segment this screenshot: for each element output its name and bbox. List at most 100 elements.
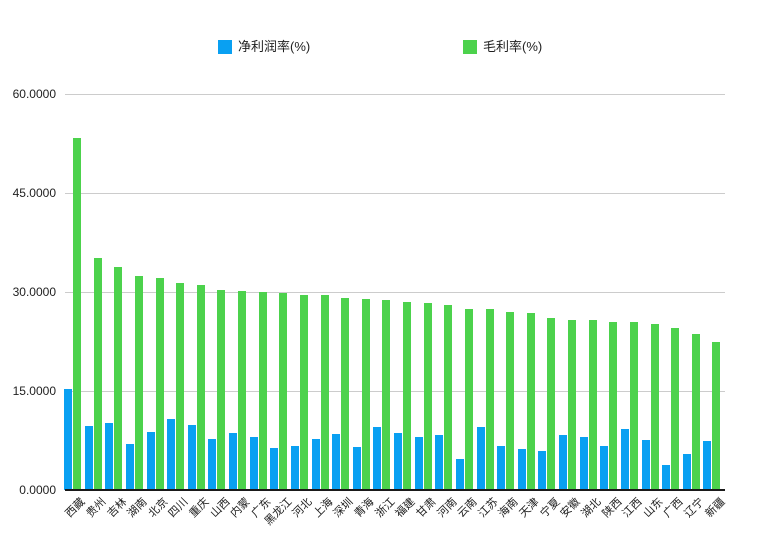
x-axis-category-label: 江西 bbox=[620, 496, 645, 521]
net-profit-margin-bar bbox=[250, 437, 258, 490]
legend-item-net-profit-margin[interactable]: 净利润率(%) bbox=[218, 40, 310, 54]
gross-margin-bar bbox=[403, 302, 411, 490]
gross-margin-bar bbox=[382, 300, 390, 490]
gross-margin-bar bbox=[259, 292, 267, 490]
x-axis-category-label: 云南 bbox=[455, 496, 480, 521]
x-axis-category-label: 青海 bbox=[352, 496, 377, 521]
x-axis-category-label: 山东 bbox=[641, 496, 666, 521]
x-axis-category-label: 北京 bbox=[146, 496, 171, 521]
legend-label-gross-margin: 毛利率(%) bbox=[483, 39, 543, 54]
net-profit-margin-swatch bbox=[218, 40, 232, 54]
gross-margin-bar bbox=[651, 324, 659, 490]
x-axis-category-label: 新疆 bbox=[703, 496, 728, 521]
gross-margin-bar bbox=[114, 267, 122, 490]
gridline bbox=[65, 292, 725, 293]
gross-margin-bar bbox=[692, 334, 700, 490]
net-profit-margin-bar bbox=[373, 427, 381, 490]
net-profit-margin-bar bbox=[662, 465, 670, 490]
x-axis-category-label: 河南 bbox=[435, 496, 460, 521]
legend-item-gross-margin[interactable]: 毛利率(%) bbox=[463, 40, 542, 54]
gross-margin-bar bbox=[671, 328, 679, 490]
net-profit-margin-bar bbox=[580, 437, 588, 490]
net-profit-margin-bar bbox=[64, 389, 72, 490]
net-profit-margin-bar bbox=[497, 446, 505, 490]
gross-margin-bar bbox=[321, 295, 329, 490]
x-axis-category-label: 河北 bbox=[290, 496, 315, 521]
net-profit-margin-bar bbox=[600, 446, 608, 490]
x-axis-category-label: 重庆 bbox=[187, 496, 212, 521]
x-axis-category-label: 安徽 bbox=[558, 496, 583, 521]
net-profit-margin-bar bbox=[291, 446, 299, 490]
gross-margin-bar bbox=[94, 258, 102, 490]
net-profit-margin-bar bbox=[270, 448, 278, 490]
net-profit-margin-bar bbox=[105, 423, 113, 490]
net-profit-margin-bar bbox=[332, 434, 340, 490]
gross-margin-bar bbox=[568, 320, 576, 490]
y-axis-tick-label: 45.0000 bbox=[12, 186, 56, 200]
net-profit-margin-bar bbox=[518, 449, 526, 490]
y-axis-tick-label: 30.0000 bbox=[12, 285, 56, 299]
net-profit-margin-bar bbox=[167, 419, 175, 490]
x-axis-category-label: 浙江 bbox=[373, 496, 398, 521]
net-profit-margin-bar bbox=[394, 433, 402, 490]
gross-margin-swatch bbox=[463, 40, 477, 54]
gross-margin-bar bbox=[424, 303, 432, 490]
gross-margin-bar bbox=[217, 290, 225, 490]
x-axis-category-label: 贵州 bbox=[84, 496, 109, 521]
x-axis-category-label: 上海 bbox=[311, 496, 336, 521]
net-profit-margin-bar bbox=[435, 435, 443, 490]
net-profit-margin-bar bbox=[456, 459, 464, 490]
x-axis-line bbox=[65, 489, 725, 491]
net-profit-margin-bar bbox=[683, 454, 691, 490]
gross-margin-bar bbox=[176, 283, 184, 490]
net-profit-margin-bar bbox=[229, 433, 237, 490]
gross-margin-bar bbox=[135, 276, 143, 490]
gross-margin-bar bbox=[527, 313, 535, 490]
x-axis-category-label: 陕西 bbox=[600, 496, 625, 521]
y-axis-tick-label: 15.0000 bbox=[12, 384, 56, 398]
gross-margin-bar bbox=[279, 293, 287, 490]
net-profit-margin-bar bbox=[126, 444, 134, 490]
y-axis-tick-label: 60.0000 bbox=[12, 87, 56, 101]
gross-margin-bar bbox=[444, 305, 452, 490]
net-profit-margin-bar bbox=[642, 440, 650, 490]
gross-margin-bar bbox=[547, 318, 555, 490]
net-profit-margin-bar bbox=[188, 425, 196, 490]
gross-margin-bar bbox=[486, 309, 494, 490]
gross-margin-bar bbox=[609, 322, 617, 490]
x-axis-category-label: 吉林 bbox=[105, 496, 130, 521]
gross-margin-bar bbox=[238, 291, 246, 490]
x-axis-category-label: 海南 bbox=[496, 496, 521, 521]
x-axis-category-label: 福建 bbox=[393, 496, 418, 521]
net-profit-margin-bar bbox=[415, 437, 423, 490]
gridline bbox=[65, 94, 725, 95]
x-axis-category-label: 辽宁 bbox=[682, 496, 707, 521]
net-profit-margin-bar bbox=[703, 441, 711, 490]
gross-margin-bar bbox=[362, 299, 370, 490]
x-axis-category-label: 内蒙 bbox=[228, 496, 253, 521]
x-axis-category-label: 广西 bbox=[661, 496, 686, 521]
x-axis-category-label: 甘肃 bbox=[414, 496, 439, 521]
gross-margin-bar bbox=[73, 138, 81, 490]
net-profit-margin-bar bbox=[477, 427, 485, 490]
x-axis-category-label: 江苏 bbox=[476, 496, 501, 521]
net-profit-margin-bar bbox=[559, 435, 567, 490]
net-profit-margin-bar bbox=[147, 432, 155, 490]
gross-margin-bar bbox=[156, 278, 164, 490]
net-profit-margin-bar bbox=[538, 451, 546, 490]
x-axis-category-label: 西藏 bbox=[63, 496, 88, 521]
net-profit-margin-bar bbox=[353, 447, 361, 490]
gridline bbox=[65, 193, 725, 194]
x-axis-category-label: 深圳 bbox=[331, 496, 356, 521]
x-axis-category-label: 山西 bbox=[208, 496, 233, 521]
net-profit-margin-bar bbox=[312, 439, 320, 490]
x-axis-category-label: 湖南 bbox=[125, 496, 150, 521]
y-axis-tick-label: 0.0000 bbox=[19, 483, 56, 497]
gross-margin-bar bbox=[630, 322, 638, 490]
net-profit-margin-bar bbox=[621, 429, 629, 490]
gross-margin-bar bbox=[341, 298, 349, 490]
gross-margin-bar bbox=[197, 285, 205, 490]
net-profit-margin-bar bbox=[208, 439, 216, 490]
